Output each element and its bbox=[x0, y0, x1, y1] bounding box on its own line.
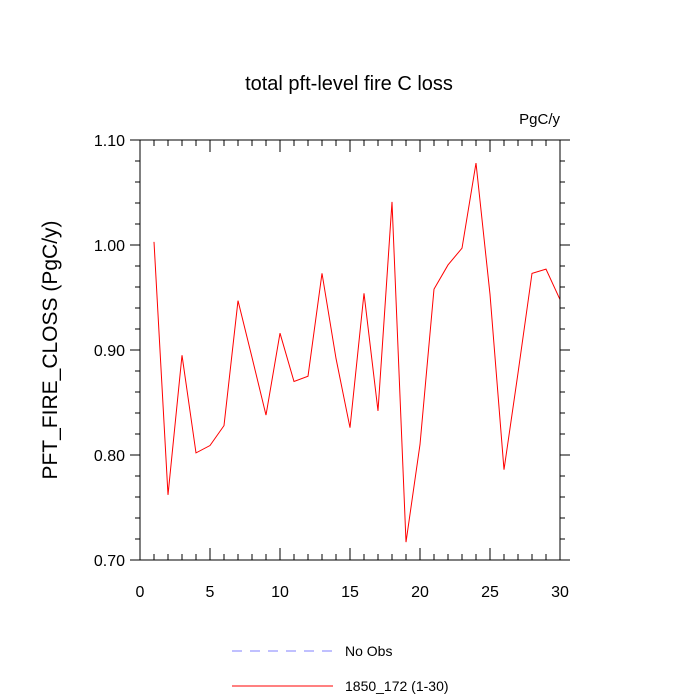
legend: No Obs 1850_172 (1-30) bbox=[232, 643, 449, 694]
x-tick-label: 15 bbox=[341, 584, 359, 601]
axis-ticks bbox=[130, 139, 570, 561]
x-tick-label: 25 bbox=[481, 584, 499, 601]
y-axis-label: PFT_FIRE_CLOSS (PgC/y) bbox=[39, 220, 62, 479]
plot-area bbox=[153, 163, 561, 543]
units-label: PgC/y bbox=[519, 111, 560, 128]
y-tick-label: 0.80 bbox=[94, 448, 125, 465]
chart-title: total pft-level fire C loss bbox=[245, 73, 453, 95]
y-tick-label: 1.00 bbox=[94, 238, 125, 255]
x-tick-label: 20 bbox=[411, 584, 429, 601]
legend-label: 1850_172 (1-30) bbox=[345, 678, 449, 694]
y-tick-label: 0.90 bbox=[94, 343, 125, 360]
tick-labels: 0 5 10 15 20 25 30 0.70 0.80 0.90 1.00 1.10 bbox=[94, 133, 569, 601]
y-tick-label: 1.10 bbox=[94, 133, 125, 150]
y-tick-label: 0.70 bbox=[94, 553, 125, 570]
x-tick-label: 30 bbox=[551, 584, 569, 601]
plot-frame bbox=[139, 139, 561, 561]
x-tick-label: 5 bbox=[206, 584, 215, 601]
x-tick-label: 0 bbox=[136, 584, 145, 601]
x-tick-label: 10 bbox=[271, 584, 289, 601]
legend-label: No Obs bbox=[345, 643, 392, 659]
series-line-0 bbox=[153, 163, 561, 543]
